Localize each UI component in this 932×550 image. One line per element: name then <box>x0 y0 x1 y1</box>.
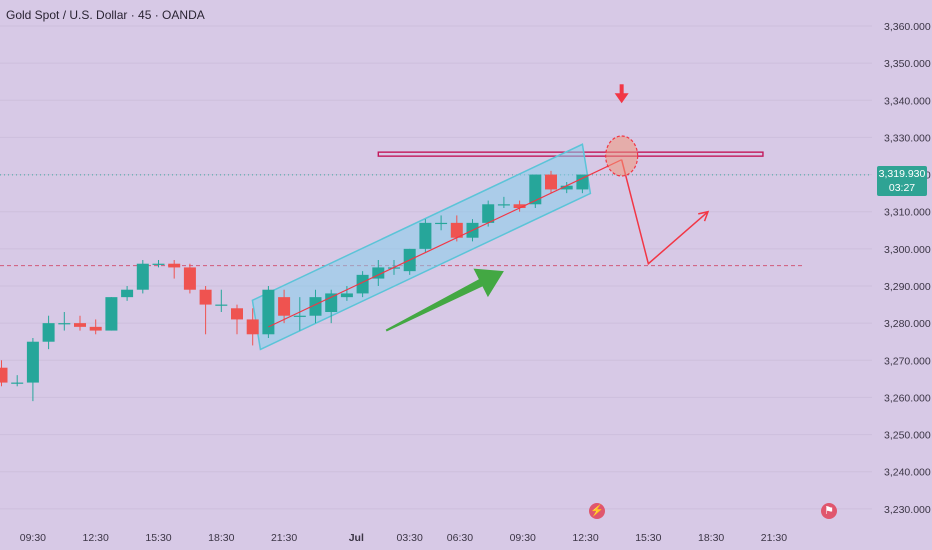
price-badge-value: 3,319.930 <box>878 168 926 180</box>
candle-body <box>513 204 526 208</box>
y-tick-label: 3,300.000 <box>884 244 931 256</box>
x-tick-label: 15:30 <box>635 532 661 544</box>
x-tick-label: 21:30 <box>271 532 297 544</box>
candle-body <box>11 382 24 384</box>
candle-body <box>482 204 495 223</box>
candle-body <box>309 297 322 316</box>
candle-body <box>293 315 306 317</box>
candle-body <box>136 263 149 290</box>
candle-body <box>576 174 589 190</box>
annotations <box>268 84 710 332</box>
projection-path <box>620 159 709 266</box>
x-tick-label: 21:30 <box>761 532 787 544</box>
candle-body <box>42 323 55 342</box>
candle-body <box>356 274 369 294</box>
x-tick-label: 18:30 <box>698 532 724 544</box>
y-tick-label: 3,340.000 <box>884 95 931 107</box>
y-tick-label: 3,240.000 <box>884 467 931 479</box>
candle-body <box>246 319 259 335</box>
candle-body <box>278 297 291 316</box>
candle-body <box>497 204 510 206</box>
candle-body <box>152 263 165 265</box>
candles <box>0 170 589 402</box>
projection-arrowhead <box>698 210 710 222</box>
x-tick-label: 09:30 <box>20 532 46 544</box>
y-tick-label: 3,260.000 <box>884 392 931 404</box>
down-arrow-head <box>614 93 629 104</box>
candle-body <box>58 323 71 325</box>
y-tick-label: 3,270.000 <box>884 355 931 367</box>
x-axis: 09:30 12:30 15:30 18:30 21:30 Jul 03:30 06:30 09… <box>20 532 787 544</box>
grid <box>0 25 872 510</box>
x-tick-label: 06:30 <box>447 532 473 544</box>
candle-body <box>183 267 196 290</box>
x-tick-label: 12:30 <box>83 532 109 544</box>
x-tick-label: 15:30 <box>145 532 171 544</box>
candle-body <box>262 289 275 335</box>
candle-body <box>419 222 432 249</box>
candle-body <box>450 222 463 238</box>
candle-body <box>529 174 542 205</box>
x-tick-label: 18:30 <box>208 532 234 544</box>
candle-body <box>560 185 573 190</box>
green-arrow <box>385 268 504 332</box>
lightning-icon[interactable]: ⚡ <box>589 503 605 519</box>
candle-body <box>372 267 385 279</box>
x-tick-label: Jul <box>349 532 364 544</box>
y-tick-label: 3,250.000 <box>884 430 931 442</box>
y-tick-label: 3,310.000 <box>884 207 931 219</box>
candle-body <box>325 293 338 312</box>
candle-body <box>215 304 228 306</box>
candle-body <box>168 263 181 268</box>
candle-body <box>435 222 448 225</box>
candle-body <box>89 326 102 331</box>
candle-body <box>0 367 8 383</box>
chart-title: Gold Spot / U.S. Dollar · 45 · OANDA <box>6 8 205 22</box>
candle-body <box>121 289 134 298</box>
y-tick-label: 3,350.000 <box>884 58 931 70</box>
y-tick-label: 3,290.000 <box>884 281 931 293</box>
candle-body <box>26 341 39 383</box>
candle-body <box>199 289 212 305</box>
y-tick-label: 3,330.000 <box>884 132 931 144</box>
candle-body <box>340 293 353 298</box>
candle-body <box>231 308 243 320</box>
candle-body <box>105 297 118 331</box>
y-tick-label: 3,360.000 <box>884 21 931 33</box>
x-tick-label: 09:30 <box>510 532 536 544</box>
y-axis: 3,230.000 3,240.000 3,250.000 3,260.000 3,27… <box>884 21 931 516</box>
target-circle <box>605 135 639 177</box>
y-tick-label: 3,230.000 <box>884 504 931 516</box>
trend-line <box>268 159 622 328</box>
candle-body <box>545 174 557 190</box>
y-tick-label: 3,280.000 <box>884 318 931 330</box>
price-badge: 3,319.930 03:27 <box>877 166 927 196</box>
us-flag-icon[interactable]: ⚑ <box>821 503 837 519</box>
price-badge-countdown: 03:27 <box>888 182 916 194</box>
x-tick-label: 03:30 <box>397 532 423 544</box>
candle-body <box>74 323 86 327</box>
down-arrow-shaft <box>619 84 624 95</box>
x-tick-label: 12:30 <box>572 532 598 544</box>
